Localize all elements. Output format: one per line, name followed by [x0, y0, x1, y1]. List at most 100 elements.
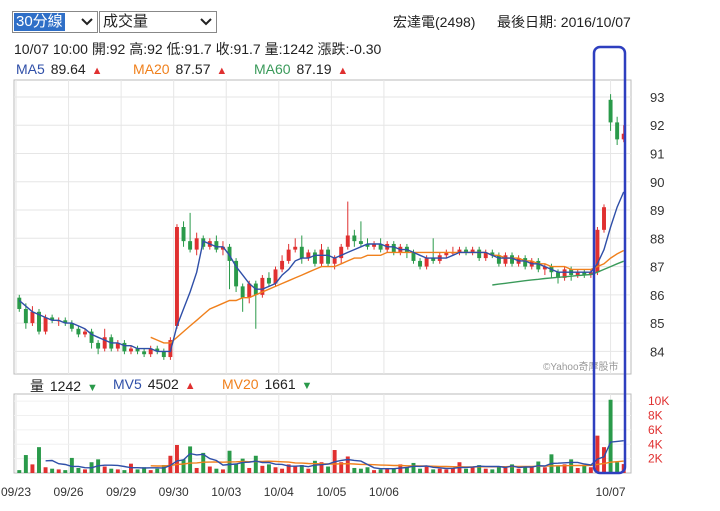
price-tick-label: 86: [650, 288, 664, 303]
candle-body: [155, 348, 160, 352]
candle-body: [542, 266, 547, 270]
candle-body: [293, 246, 298, 250]
volume-bar: [56, 469, 61, 473]
candle-body: [194, 238, 199, 250]
candle-body: [30, 311, 35, 324]
volume-bar: [608, 399, 613, 473]
candle-body: [188, 241, 193, 250]
volume-bar: [536, 461, 541, 473]
candle-body: [89, 331, 94, 343]
volume-tick-label: 2K: [648, 452, 663, 466]
candle-body: [69, 323, 74, 329]
volume-bar: [17, 470, 22, 473]
chevron-down-icon: [81, 18, 93, 26]
candle-body: [431, 258, 436, 261]
candle-body: [260, 277, 265, 295]
quote-line: 10/07 10:00 開:92 高:92 低:91.7 收:91.7 量:12…: [14, 41, 382, 57]
candle-body: [352, 235, 357, 242]
price-tick-label: 84: [650, 344, 664, 359]
candle-body: [43, 317, 48, 332]
candle-body: [280, 260, 285, 270]
ma20-value: 87.57: [175, 61, 211, 77]
volume-bar: [280, 468, 285, 473]
candle-body: [37, 311, 41, 332]
candle-body: [621, 133, 626, 140]
candle-body: [477, 249, 482, 259]
mv5-label: MV5: [113, 376, 142, 392]
volume-bar: [431, 469, 436, 473]
volume-bar: [444, 469, 449, 473]
volume-bar: [358, 468, 363, 473]
indicator-select-value: 成交量: [103, 13, 149, 30]
candle-body: [457, 249, 462, 253]
date-tick-label: 09/26: [54, 485, 84, 499]
volume-bar: [293, 466, 298, 473]
candle-body: [345, 235, 350, 247]
ma5-legend: MA5 89.64 ▲: [16, 61, 105, 77]
volume-bar: [490, 469, 495, 473]
volume-bar: [372, 470, 377, 473]
volume-bar: [306, 468, 311, 473]
volume-bar: [588, 467, 593, 473]
volume-bar: [299, 465, 304, 473]
date-tick-label: 10/04: [264, 485, 294, 499]
candle-body: [490, 252, 495, 256]
volume-bar: [385, 467, 390, 473]
volume-bar: [102, 466, 107, 473]
indicator-select[interactable]: 成交量: [99, 11, 217, 33]
volume-bar: [556, 466, 560, 473]
candle-body: [63, 320, 68, 324]
candle-body: [227, 246, 232, 261]
volume-legend: 量 1242 ▼: [30, 376, 100, 396]
candle-body: [575, 272, 580, 276]
mv20-legend: MV20 1661 ▼: [222, 376, 314, 392]
candle-body: [299, 246, 304, 259]
candle-body: [174, 227, 179, 326]
candle-body: [306, 252, 311, 259]
candle-body: [234, 260, 239, 287]
candle-body: [168, 340, 173, 358]
volume-bar: [615, 462, 620, 473]
volume-bar: [575, 467, 580, 473]
candle-body: [562, 269, 567, 278]
date-tick-label: 10/05: [316, 485, 346, 499]
volume-bar: [43, 467, 48, 473]
candle-body: [247, 283, 252, 298]
down-arrow-icon: ▼: [301, 380, 313, 392]
ma60-value: 87.19: [296, 61, 332, 77]
candle-body: [615, 122, 620, 140]
ma5-label: MA5: [16, 61, 45, 77]
candle-body: [50, 317, 55, 321]
candle-body: [582, 272, 587, 276]
date-tick-label: 09/29: [106, 485, 136, 499]
candle-body: [556, 272, 560, 278]
candle-body: [102, 337, 107, 349]
candle-body: [286, 249, 291, 261]
volume-bar: [247, 467, 252, 473]
candle-body: [76, 328, 81, 335]
candle-body: [23, 308, 28, 324]
volume-bar: [365, 467, 370, 473]
candle-body: [595, 229, 600, 273]
volume-bar: [391, 468, 396, 473]
volume-bar: [220, 469, 225, 473]
candle-body: [273, 269, 278, 284]
candle-body: [536, 260, 541, 270]
volume-bar: [378, 469, 383, 473]
volume-bar: [483, 468, 488, 473]
ma20-legend: MA20 87.57 ▲: [133, 61, 229, 77]
period-select[interactable]: 30分線: [12, 11, 98, 33]
stock-name: 宏達電(2498): [393, 14, 476, 30]
candle-body: [418, 260, 423, 267]
candle-body: [332, 258, 337, 264]
volume-bar: [194, 467, 199, 473]
candle-body: [391, 243, 396, 253]
volume-bar: [345, 456, 350, 473]
price-tick-label: 90: [650, 175, 664, 190]
candle-body: [161, 351, 166, 358]
ma60-line: [492, 260, 624, 286]
volume-bar: [312, 460, 317, 473]
candle-body: [411, 252, 416, 261]
up-arrow-icon: ▲: [91, 65, 103, 77]
